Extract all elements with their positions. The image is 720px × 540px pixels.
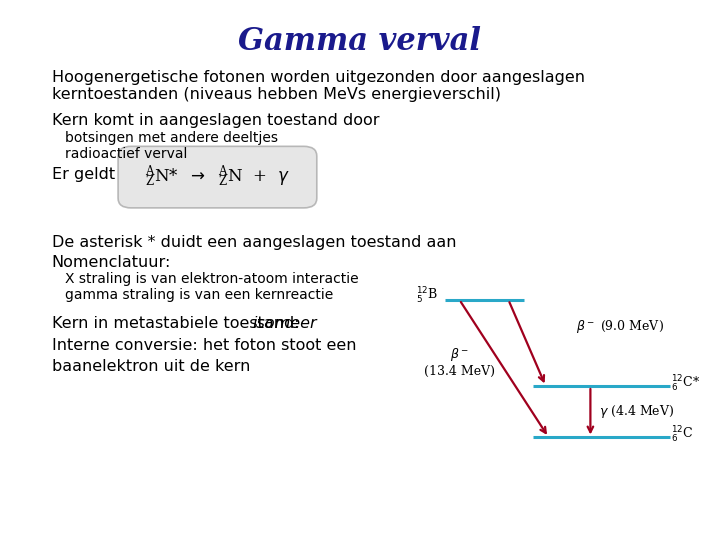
Text: Nomenclatuur:: Nomenclatuur: bbox=[52, 255, 171, 270]
Text: De asterisk * duidt een aangeslagen toestand aan: De asterisk * duidt een aangeslagen toes… bbox=[52, 235, 456, 250]
Text: Kern in metastabiele toestand:: Kern in metastabiele toestand: bbox=[52, 316, 300, 331]
Text: isomeer: isomeer bbox=[252, 316, 317, 331]
Text: $^{12}_{6}$C*: $^{12}_{6}$C* bbox=[671, 374, 701, 394]
Text: X straling is van elektron-atoom interactie: X straling is van elektron-atoom interac… bbox=[65, 272, 359, 286]
Text: $^{12}_{6}$C: $^{12}_{6}$C bbox=[671, 425, 693, 446]
Text: Hoogenergetische fotonen worden uitgezonden door aangeslagen: Hoogenergetische fotonen worden uitgezon… bbox=[52, 70, 585, 85]
Text: $\beta^-$
(13.4 MeV): $\beta^-$ (13.4 MeV) bbox=[424, 346, 495, 378]
Text: Kern komt in aangeslagen toestand door: Kern komt in aangeslagen toestand door bbox=[52, 113, 379, 129]
Text: radioactief verval: radioactief verval bbox=[65, 147, 187, 161]
Text: $^{12}_{5}$B: $^{12}_{5}$B bbox=[415, 286, 438, 306]
Text: $\beta^-$ (9.0 MeV): $\beta^-$ (9.0 MeV) bbox=[576, 318, 664, 335]
Text: Gamma verval: Gamma verval bbox=[238, 26, 482, 57]
Text: gamma straling is van een kernreactie: gamma straling is van een kernreactie bbox=[65, 288, 333, 302]
FancyBboxPatch shape bbox=[118, 146, 317, 208]
Text: $\gamma$ (4.4 MeV): $\gamma$ (4.4 MeV) bbox=[599, 403, 675, 420]
Text: Interne conversie: het foton stoot een: Interne conversie: het foton stoot een bbox=[52, 338, 356, 353]
Text: Er geldt: Er geldt bbox=[52, 167, 115, 183]
Text: baanelektron uit de kern: baanelektron uit de kern bbox=[52, 359, 251, 374]
Text: kerntoestanden (niveaus hebben MeVs energieverschil): kerntoestanden (niveaus hebben MeVs ener… bbox=[52, 87, 501, 103]
Text: $\mathregular{^A_Z}$N*  $\rightarrow$  $\mathregular{^A_Z}$N  +  $\gamma$: $\mathregular{^A_Z}$N* $\rightarrow$ $\m… bbox=[145, 164, 289, 190]
Text: botsingen met andere deeltjes: botsingen met andere deeltjes bbox=[65, 131, 278, 145]
